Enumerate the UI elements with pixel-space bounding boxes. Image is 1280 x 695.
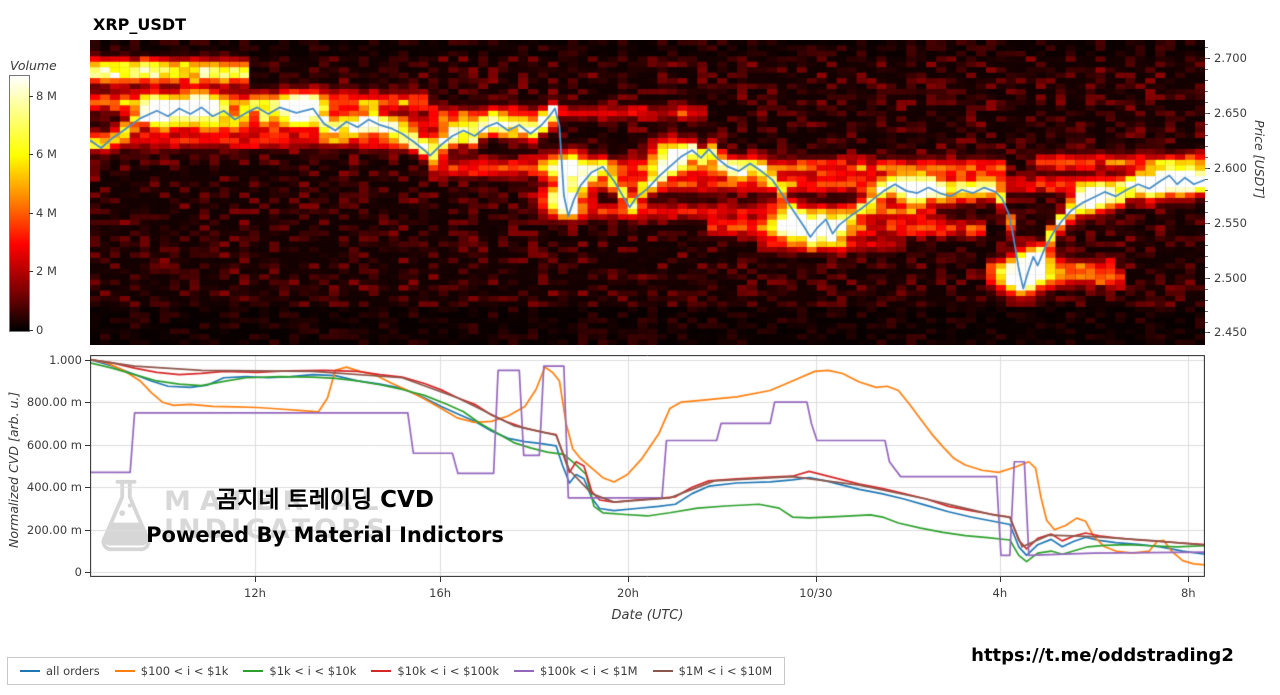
legend-line-swatch-icon xyxy=(114,669,135,673)
legend-item[interactable]: all orders xyxy=(20,664,100,678)
price-axis-minor-tick xyxy=(1205,47,1208,49)
legend-label: $100 < i < $1k xyxy=(140,664,229,678)
x-axis-tick-label: 10/30 xyxy=(799,586,833,600)
legend-line-swatch-icon xyxy=(371,669,392,673)
price-axis-minor-tick xyxy=(1205,288,1208,290)
legend-line-swatch-icon xyxy=(652,669,673,673)
x-axis-tick-label: 12h xyxy=(244,586,266,600)
legend-item[interactable]: $1k < i < $10k xyxy=(243,664,356,678)
chart-title: XRP_USDT xyxy=(93,15,187,34)
x-axis-tick-mark xyxy=(627,577,629,582)
cvd-y-tick-label: 200.00 m xyxy=(26,522,82,537)
colorbar-tick-label: 6 M xyxy=(36,147,57,162)
legend-label: $1k < i < $10k xyxy=(269,664,357,678)
cvd-y-tick-label: 800.00 m xyxy=(26,395,82,410)
x-axis-tick-label: 8h xyxy=(1180,586,1196,600)
price-axis-minor-tick xyxy=(1205,178,1208,180)
price-axis-minor-tick xyxy=(1205,156,1208,158)
price-axis-minor-tick xyxy=(1205,58,1208,59)
x-axis-tick-mark xyxy=(255,577,257,582)
price-axis-minor-tick xyxy=(1205,90,1208,92)
colorbar-tick-mark xyxy=(29,95,33,97)
cvd-y-tick-mark xyxy=(85,402,90,404)
x-axis-tick-mark xyxy=(999,577,1001,582)
price-axis-tick-label: 2.700 xyxy=(1214,51,1247,65)
price-axis-minor-tick xyxy=(1205,167,1208,169)
price-axis-minor-tick xyxy=(1205,321,1208,323)
price-axis-minor-tick xyxy=(1205,123,1208,125)
price-axis-minor-tick xyxy=(1205,79,1208,81)
cvd-y-tick-mark xyxy=(85,572,90,574)
cvd-chart-canvas xyxy=(90,355,1205,577)
legend-label: all orders xyxy=(46,664,100,678)
legend-item[interactable]: $100 < i < $1k xyxy=(114,664,229,678)
x-axis-tick-label: 20h xyxy=(617,586,639,600)
colorbar-tick-mark xyxy=(29,212,33,214)
x-axis-tick-mark xyxy=(815,577,817,582)
price-axis-minor-tick xyxy=(1205,200,1208,202)
telegram-link[interactable]: https://t.me/oddstrading2 xyxy=(971,645,1234,666)
price-axis-tick-label: 2.500 xyxy=(1214,270,1247,285)
cvd-y-tick-mark xyxy=(85,529,90,531)
price-axis-tick-label: 2.450 xyxy=(1214,325,1247,340)
price-axis-minor-tick xyxy=(1205,266,1208,268)
x-axis-tick-label: 16h xyxy=(429,586,452,600)
colorbar-tick-mark xyxy=(29,330,33,331)
legend-item[interactable]: $10k < i < $100k xyxy=(371,664,499,678)
price-axis-minor-tick xyxy=(1205,134,1208,136)
price-axis-minor-tick xyxy=(1205,211,1208,213)
price-axis-minor-tick xyxy=(1205,68,1208,70)
price-axis-tick-label: 2.600 xyxy=(1214,160,1247,175)
overlay-caption-powered-by: Powered By Material Indictors xyxy=(146,523,504,547)
price-axis-minor-tick xyxy=(1205,222,1208,224)
colorbar-tick-label: 4 M xyxy=(36,205,57,220)
price-axis-minor-tick xyxy=(1205,145,1208,147)
cvd-y-tick-mark xyxy=(85,444,90,446)
colorbar-tick-mark xyxy=(29,154,33,156)
colorbar-tick-label: 2 M xyxy=(36,264,57,279)
price-axis-minor-tick xyxy=(1205,189,1208,191)
cvd-y-tick-mark xyxy=(85,487,90,489)
overlay-caption-korean: 곰지네 트레이딩 CVD xyxy=(216,487,434,513)
volume-colorbar xyxy=(9,75,30,332)
cvd-y-tick-label: 0 xyxy=(74,565,82,580)
x-axis-tick-mark xyxy=(1188,577,1190,582)
legend-item[interactable]: $100k < i < $1M xyxy=(514,664,638,678)
colorbar-tick-label: 0 xyxy=(36,323,44,337)
legend-label: $1M < i < $10M xyxy=(678,664,773,678)
colorbar-label: Volume xyxy=(10,58,57,73)
cvd-y-tick-label: 600.00 m xyxy=(26,437,82,452)
price-axis-tick-label: 2.550 xyxy=(1214,215,1247,230)
x-axis-tick-label: 4h xyxy=(992,586,1008,600)
x-axis-label: Date (UTC) xyxy=(611,608,684,623)
price-axis-minor-tick xyxy=(1205,255,1208,257)
price-axis-minor-tick xyxy=(1205,332,1208,334)
legend-line-swatch-icon xyxy=(20,669,40,673)
cvd-y-tick-label: 1.000 xyxy=(49,352,82,367)
overlay-caption: 곰지네 트레이딩 CVD Powered By Material Indicto… xyxy=(110,480,540,547)
legend: all orders $100 < i < $1k $1k < i < $10k $1… xyxy=(7,657,786,685)
price-axis-label: Price [USDT] xyxy=(1252,120,1267,199)
cvd-y-tick-label: 400.00 m xyxy=(26,480,82,495)
legend-label: $10k < i < $100k xyxy=(397,664,500,678)
price-axis-minor-tick xyxy=(1205,112,1208,114)
price-axis-minor-tick xyxy=(1205,244,1208,246)
price-axis-minor-tick xyxy=(1205,299,1208,301)
x-axis-tick-mark xyxy=(440,577,442,582)
price-axis-minor-tick xyxy=(1205,310,1208,312)
legend-item[interactable]: $1M < i < $10M xyxy=(652,664,773,678)
colorbar-tick-mark xyxy=(29,271,33,273)
price-axis-tick-label: 2.650 xyxy=(1214,105,1247,120)
price-axis-minor-tick xyxy=(1205,101,1208,103)
price-axis-minor-tick xyxy=(1205,233,1208,235)
legend-label: $100k < i < $1M xyxy=(540,664,638,678)
price-axis-minor-tick xyxy=(1205,277,1208,279)
cvd-y-tick-mark xyxy=(85,359,90,361)
legend-line-swatch-icon xyxy=(514,669,535,673)
legend-line-swatch-icon xyxy=(243,669,264,673)
colorbar-tick-label: 8 M xyxy=(36,88,57,103)
volume-heatmap-canvas xyxy=(90,40,1205,345)
